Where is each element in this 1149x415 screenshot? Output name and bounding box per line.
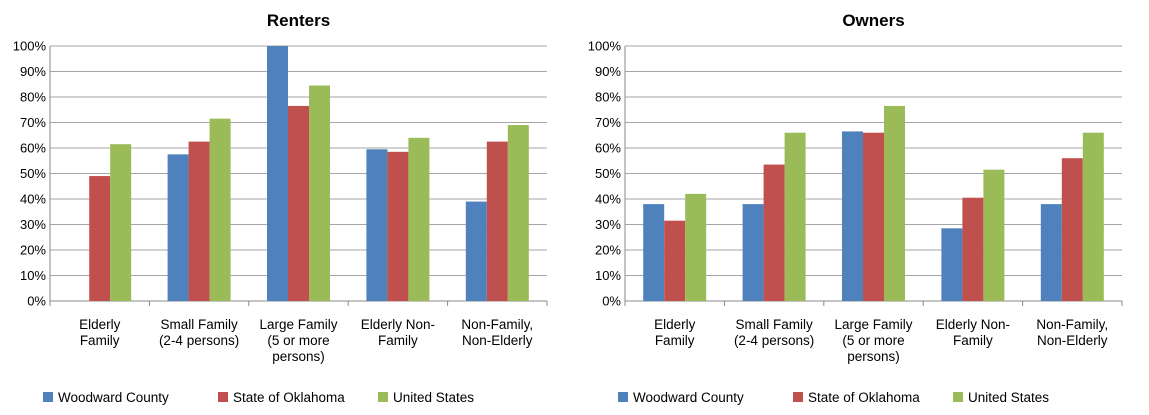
chart-svg: Owners 0% 10% 20% 30% 40% 50% 60% 70% 80% 90% 100% E… [588, 11, 1123, 405]
bar [465, 201, 487, 301]
x-category-label: Non-Elderly [1037, 333, 1108, 348]
x-category-label: Family [80, 333, 120, 348]
bar [387, 151, 409, 301]
y-tick-label: 10% [595, 268, 621, 283]
y-tick-label: 10% [20, 268, 46, 283]
bar [1061, 158, 1083, 301]
x-category-label: (5 or more [842, 333, 904, 348]
x-category-label: (2-4 persons) [734, 333, 814, 348]
x-category-label: Family [655, 333, 695, 348]
y-tick-label: 20% [20, 243, 46, 258]
y-tick-label: 30% [20, 217, 46, 232]
x-category-label: Elderly [79, 317, 121, 332]
y-tick-label: 60% [20, 141, 46, 156]
y-tick-label: 60% [595, 141, 621, 156]
legend-label: Woodward County [58, 390, 169, 405]
bar [962, 197, 984, 301]
x-category-label: persons) [272, 349, 325, 364]
legend-swatch [43, 392, 53, 402]
x-category-label: Elderly [654, 317, 696, 332]
y-tick-label: 30% [595, 217, 621, 232]
x-category-label: Large Family [259, 317, 337, 332]
chart-svg: Renters 0% 10% 20% 30% 40% 50% 60% 70% 80% 90% 100%… [13, 11, 548, 405]
bar [1082, 132, 1104, 301]
bar [507, 125, 529, 301]
x-category-label: (2-4 persons) [159, 333, 239, 348]
bar [784, 132, 806, 301]
legend-swatch [953, 392, 963, 402]
bar [685, 193, 707, 301]
x-category-label: Elderly Non- [361, 317, 435, 332]
bar [209, 118, 231, 301]
bar [742, 204, 764, 301]
legend-label: State of Oklahoma [808, 390, 920, 405]
legend-swatch [793, 392, 803, 402]
legend-label: Woodward County [633, 390, 744, 405]
bar [188, 141, 210, 301]
y-tick-label: 70% [595, 115, 621, 130]
bar [309, 85, 330, 302]
y-tick-label: 40% [595, 192, 621, 207]
chart-title: Owners [842, 11, 904, 30]
bar [842, 131, 863, 301]
legend-label: United States [393, 390, 474, 405]
chart-title: Renters [267, 11, 330, 30]
y-tick-label: 0% [27, 294, 46, 309]
owners-chart: Owners 0% 10% 20% 30% 40% 50% 60% 70% 80% 90% 100% E… [575, 0, 1149, 415]
bar [763, 164, 785, 301]
legend-label: United States [968, 390, 1049, 405]
y-tick-label: 100% [13, 39, 47, 54]
x-category-label: Small Family [735, 317, 813, 332]
bar [1040, 204, 1062, 301]
legend-label: State of Oklahoma [233, 390, 345, 405]
y-tick-label: 80% [595, 90, 621, 105]
y-tick-label: 80% [20, 90, 46, 105]
y-tick-label: 90% [20, 64, 46, 79]
legend-swatch [378, 392, 388, 402]
x-category-label: Family [953, 333, 993, 348]
x-category-label: Non-Family, [461, 317, 533, 332]
bar [643, 204, 665, 301]
bar [664, 220, 686, 301]
renters-chart: Renters 0% 10% 20% 30% 40% 50% 60% 70% 80% 90% 100%… [0, 0, 574, 415]
x-category-label: Family [378, 333, 418, 348]
y-tick-label: 100% [588, 39, 622, 54]
x-category-label: Non-Family, [1036, 317, 1108, 332]
bar [89, 176, 111, 301]
bar [366, 149, 388, 301]
bar [884, 105, 905, 301]
x-category-label: (5 or more [267, 333, 329, 348]
x-category-label: Elderly Non- [936, 317, 1010, 332]
x-category-label: Large Family [834, 317, 912, 332]
legend-swatch [618, 392, 628, 402]
legend-swatch [218, 392, 228, 402]
x-category-label: Small Family [160, 317, 238, 332]
bar [110, 144, 132, 301]
y-tick-label: 50% [20, 166, 46, 181]
y-tick-label: 40% [20, 192, 46, 207]
y-tick-label: 50% [595, 166, 621, 181]
y-tick-label: 90% [595, 64, 621, 79]
y-tick-label: 20% [595, 243, 621, 258]
bar [983, 169, 1005, 301]
bar [267, 46, 288, 301]
y-tick-label: 0% [602, 294, 621, 309]
bar [408, 137, 430, 301]
x-category-label: persons) [847, 349, 900, 364]
x-category-label: Non-Elderly [462, 333, 533, 348]
bar [288, 105, 309, 301]
y-tick-label: 70% [20, 115, 46, 130]
bar [167, 154, 189, 301]
bar [486, 141, 508, 301]
bar [863, 132, 884, 301]
bar [941, 228, 963, 301]
